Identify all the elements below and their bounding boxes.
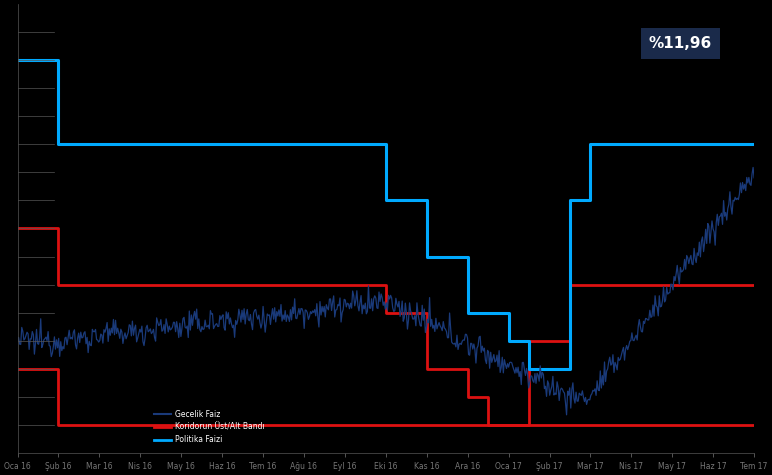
Legend: Gecelik Faiz, Koridorun Üst/Alt Bandı, Politika Faizi: Gecelik Faiz, Koridorun Üst/Alt Bandı, P… [154,410,264,445]
Text: %11,96: %11,96 [648,36,712,51]
